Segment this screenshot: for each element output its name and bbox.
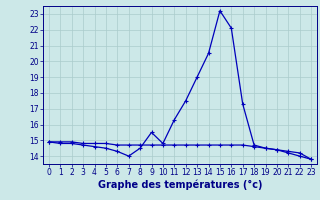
X-axis label: Graphe des températures (°c): Graphe des températures (°c) [98, 180, 262, 190]
